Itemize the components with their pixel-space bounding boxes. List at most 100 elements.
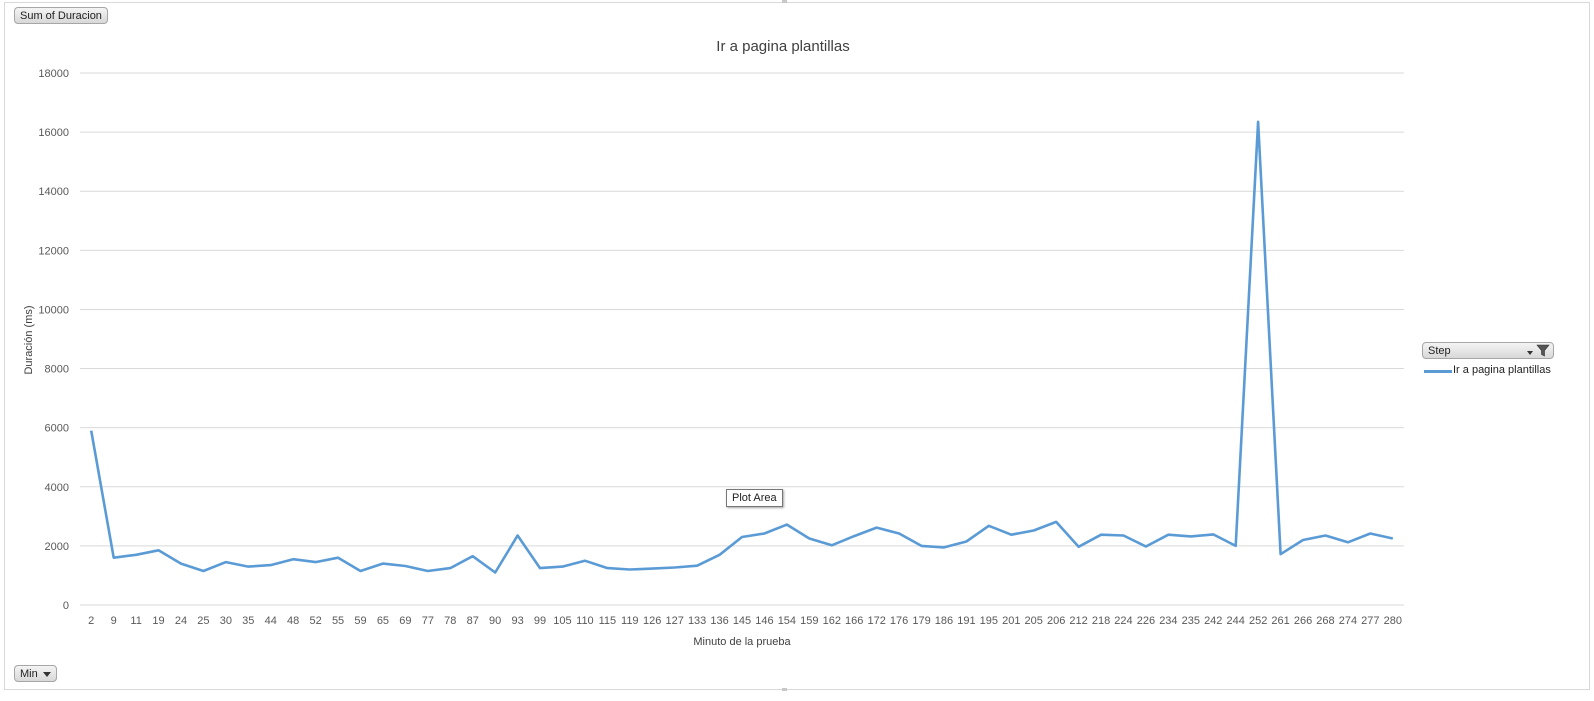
data-point[interactable] <box>537 565 543 571</box>
bottom-resize-handle[interactable] <box>782 688 787 691</box>
data-point[interactable] <box>268 562 274 568</box>
sum-of-duracion-field-button[interactable]: Sum of Duracion <box>14 7 108 24</box>
x-axis-label: Minuto de la prueba <box>693 636 791 648</box>
data-point[interactable] <box>604 565 610 571</box>
data-point[interactable] <box>290 556 296 562</box>
y-tick-label: 0 <box>63 600 69 612</box>
data-point[interactable] <box>200 568 206 574</box>
data-point[interactable] <box>1076 544 1082 550</box>
data-point[interactable] <box>806 536 812 542</box>
data-point[interactable] <box>88 428 94 434</box>
data-point[interactable] <box>1053 519 1059 525</box>
data-point[interactable] <box>1165 532 1171 538</box>
data-point[interactable] <box>582 558 588 564</box>
data-point[interactable] <box>829 542 835 548</box>
legend-series-label[interactable]: Ir a pagina plantillas <box>1453 364 1551 376</box>
x-tick-label: 244 <box>1227 615 1245 627</box>
x-tick-label: 24 <box>175 615 187 627</box>
chart-frame <box>4 2 1590 690</box>
data-point[interactable] <box>1120 533 1126 539</box>
x-tick-label: 65 <box>377 615 389 627</box>
series-line[interactable] <box>89 120 1394 574</box>
data-point[interactable] <box>470 553 476 559</box>
data-point[interactable] <box>1008 532 1014 538</box>
chevron-down-icon[interactable] <box>1527 351 1533 355</box>
chevron-down-icon[interactable] <box>43 672 51 677</box>
x-tick-label: 59 <box>354 615 366 627</box>
x-tick-label: 11 <box>130 615 141 627</box>
data-point[interactable] <box>717 552 723 558</box>
x-tick-label: 44 <box>265 615 277 627</box>
data-point[interactable] <box>402 563 408 569</box>
data-point[interactable] <box>941 544 947 550</box>
data-point[interactable] <box>784 522 790 528</box>
step-field-button[interactable]: Step <box>1422 342 1554 359</box>
y-tick-label: 4000 <box>45 482 69 494</box>
data-point[interactable] <box>1233 543 1239 549</box>
data-point[interactable] <box>313 559 319 565</box>
data-point[interactable] <box>245 564 251 570</box>
data-point[interactable] <box>178 561 184 567</box>
x-tick-label: 77 <box>422 615 434 627</box>
y-tick-label: 18000 <box>38 68 69 80</box>
gridlines <box>80 72 1404 606</box>
data-point[interactable] <box>447 565 453 571</box>
data-point[interactable] <box>1278 551 1284 557</box>
x-tick-label: 205 <box>1025 615 1043 627</box>
data-point[interactable] <box>874 525 880 531</box>
x-tick-label: 110 <box>576 615 594 627</box>
data-point[interactable] <box>425 568 431 574</box>
data-point[interactable] <box>1188 533 1194 539</box>
data-point[interactable] <box>1143 543 1149 549</box>
series-ir-a-pagina-plantillas[interactable] <box>88 119 1396 576</box>
data-point[interactable] <box>896 530 902 536</box>
top-resize-handle[interactable] <box>782 0 787 3</box>
min-field-button[interactable]: Min <box>14 665 57 682</box>
x-tick-label: 136 <box>710 615 728 627</box>
data-point[interactable] <box>1367 530 1373 536</box>
data-point[interactable] <box>1300 537 1306 543</box>
data-point[interactable] <box>627 567 633 573</box>
x-tick-label: 261 <box>1271 615 1289 627</box>
data-point[interactable] <box>986 523 992 529</box>
y-tick-label: 8000 <box>45 364 69 376</box>
y-tick-label: 10000 <box>38 304 69 316</box>
data-point[interactable] <box>1322 533 1328 539</box>
data-point[interactable] <box>111 555 117 561</box>
x-tick-label: 52 <box>310 615 322 627</box>
x-tick-label: 266 <box>1294 615 1312 627</box>
data-point[interactable] <box>133 552 139 558</box>
data-point[interactable] <box>1390 536 1396 542</box>
data-point[interactable] <box>1098 532 1104 538</box>
x-tick-label: 154 <box>778 615 796 627</box>
data-point[interactable] <box>649 566 655 572</box>
data-point[interactable] <box>335 555 341 561</box>
data-point[interactable] <box>1210 531 1216 537</box>
x-tick-label: 280 <box>1384 615 1402 627</box>
x-tick-label: 25 <box>197 615 209 627</box>
data-point[interactable] <box>515 533 521 539</box>
data-point[interactable] <box>492 569 498 575</box>
data-point[interactable] <box>156 547 162 553</box>
data-point[interactable] <box>919 543 925 549</box>
legend-series-swatch <box>1424 370 1452 373</box>
data-point[interactable] <box>739 534 745 540</box>
data-point[interactable] <box>761 530 767 536</box>
funnel-icon[interactable] <box>1536 344 1550 360</box>
data-point[interactable] <box>358 568 364 574</box>
data-point[interactable] <box>1031 528 1037 534</box>
data-point[interactable] <box>1255 119 1261 125</box>
x-tick-label: 166 <box>845 615 863 627</box>
x-tick-label: 252 <box>1249 615 1267 627</box>
data-point[interactable] <box>1345 539 1351 545</box>
data-point[interactable] <box>672 564 678 570</box>
x-tick-label: 115 <box>599 615 617 627</box>
y-axis-tick-labels: 0 2000 4000 6000 8000 10000 12000 14000 16000 180… <box>38 68 69 612</box>
data-point[interactable] <box>559 564 565 570</box>
data-point[interactable] <box>694 563 700 569</box>
data-point[interactable] <box>223 559 229 565</box>
data-point[interactable] <box>380 561 386 567</box>
data-point[interactable] <box>963 538 969 544</box>
x-tick-label: 206 <box>1047 615 1065 627</box>
data-point[interactable] <box>851 533 857 539</box>
